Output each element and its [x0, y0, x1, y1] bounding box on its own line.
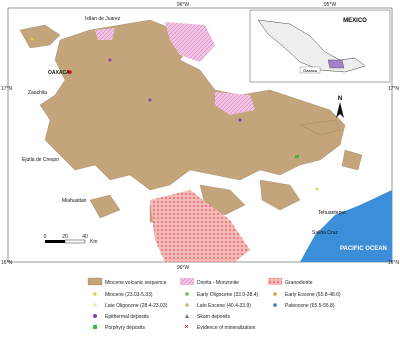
legend-label: Diorita - Monzonite: [197, 280, 239, 286]
coord-label: 16°N: [388, 260, 400, 266]
inset-map: MEXICO Oaxaca: [249, 9, 391, 83]
coord-label: 17°N: [388, 86, 400, 92]
coord-label: 96°W: [177, 265, 190, 271]
scale-label: Km: [90, 239, 98, 245]
coord-label: 17°N: [1, 86, 13, 92]
volcanic-sequence: [19, 19, 363, 226]
city-marker: [68, 70, 72, 74]
place-label: Tehuantepec: [318, 210, 347, 216]
deposit-symbols: [30, 37, 319, 190]
place-label: Ejutla de Crespo: [22, 157, 59, 163]
coord-label: 16°N: [1, 260, 13, 266]
porphyry-deposit: [295, 155, 299, 158]
legend-label: Late Eocene (40.4-33.9): [197, 303, 251, 309]
legend-label: Early Oligocene (33.9-28.4): [197, 292, 258, 298]
legend-label: Early Eocene (55.8-48.6): [285, 292, 341, 298]
scale-label: 0: [44, 234, 47, 240]
epithermal-deposit: [148, 98, 152, 102]
legend-label: Paleocene (65.5-55.8): [285, 303, 335, 309]
epithermal-deposit: [108, 58, 112, 62]
legend-label: Epithermal deposits: [105, 314, 149, 320]
legend-label: Miocene (23.03-5.33): [105, 292, 153, 298]
sea: [300, 190, 392, 262]
age-symbol: [30, 37, 34, 40]
legend-label: Evidence of mineralization: [197, 325, 256, 331]
epithermal-deposit: [238, 118, 242, 122]
place-label: Ixtlan de Juarez: [85, 16, 121, 22]
place-label: Zaachila: [28, 90, 47, 96]
inset-region: Oaxaca: [303, 68, 318, 73]
legend: Miocene volcanic sequence Diorita - Monz…: [87, 277, 341, 331]
coord-label: 96°W: [177, 2, 190, 8]
ocean-label: PACIFIC OCEAN: [340, 246, 387, 252]
scale-bar: 0 20 40 Km: [44, 234, 98, 245]
north-arrow: [336, 102, 344, 118]
diorite-monzonite: [95, 22, 255, 115]
legend-label: Late Oligocene (28.4-23.03): [105, 303, 168, 309]
place-label: OAXACA: [48, 70, 70, 76]
place-label: Miahuatlan: [62, 198, 87, 204]
coord-label: 95°W: [324, 2, 337, 8]
inset-country: MEXICO: [343, 18, 367, 24]
age-symbol: [315, 187, 319, 190]
legend-label: Miocene volcanic sequence: [105, 280, 167, 286]
scale-label: 40: [82, 234, 88, 240]
scale-label: 20: [62, 234, 68, 240]
legend-label: Porphyry deposits: [105, 325, 146, 331]
north-label: N: [338, 96, 342, 102]
place-label: Salina Cruz: [312, 230, 338, 236]
legend-label: Granodiorite: [285, 280, 313, 286]
legend-label: Skarn deposits: [197, 314, 231, 320]
granodiorite: [150, 190, 250, 262]
